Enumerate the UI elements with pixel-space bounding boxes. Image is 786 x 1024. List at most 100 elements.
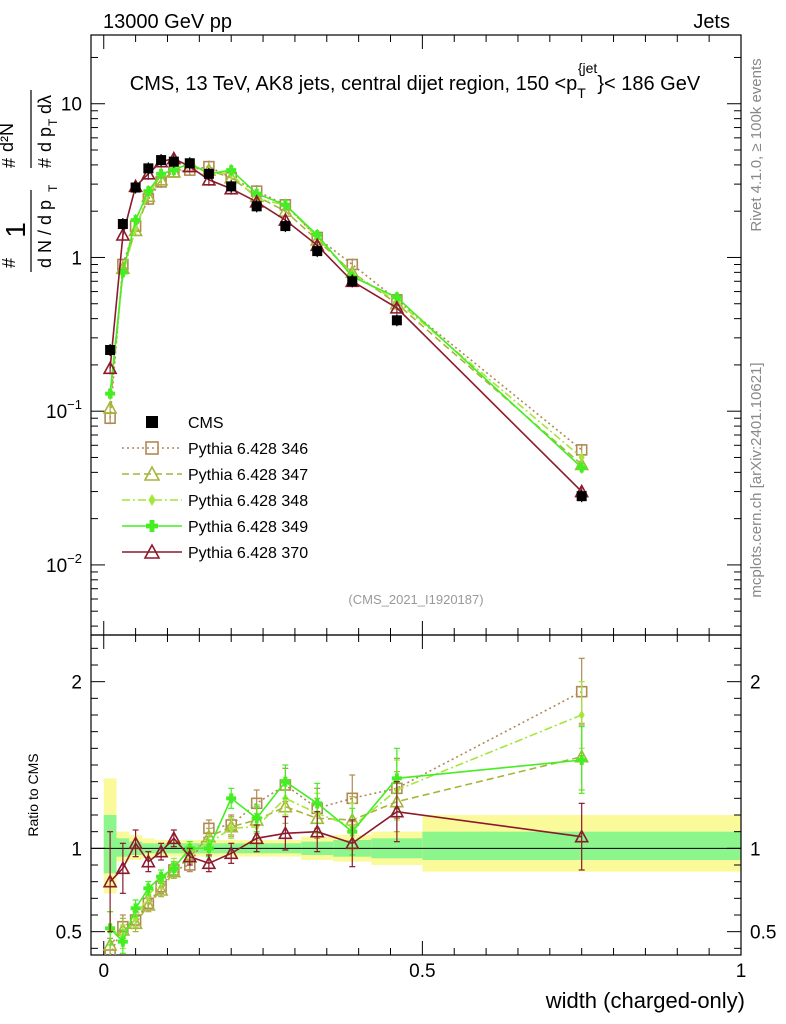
main-point-CMS [391, 315, 402, 326]
legend: CMS Pythia 6.428 346 Pythia 6.428 347 Pythi… [122, 415, 308, 562]
main-point-p349-v [171, 165, 176, 176]
ratio-point-p349-v [206, 843, 211, 854]
ratio-point-p370 [223, 845, 239, 860]
ratio-xtick-label: 0 [98, 961, 109, 982]
legend-marker-CMS [146, 416, 158, 428]
ratio-ytick-label-right: 2 [750, 673, 761, 694]
main-point-CMS [203, 168, 214, 179]
ratio-point-p349-v [120, 936, 125, 947]
main-ylabel: # 1 d N / d p T # d²N # d p T dλ [0, 90, 60, 272]
header-jets: Jets [693, 11, 730, 33]
series-line-p348 [109, 164, 583, 459]
main-title: CMS, 13 TeV, AK8 jets, central dijet reg… [130, 60, 701, 101]
ratio-point-p347 [141, 897, 156, 911]
main-series-group [102, 150, 590, 503]
ratio-xtick-label: 0.5 [409, 961, 435, 982]
series-CMS [105, 154, 587, 503]
ylabel-hash-2: # [0, 158, 19, 168]
main-title-sub: T [577, 85, 586, 101]
main-point-p347 [153, 172, 169, 186]
main-point-CMS [130, 182, 141, 193]
ratio-point-p370 [389, 803, 405, 818]
ratio-point-p370 [128, 835, 143, 850]
ratio-point-p349-v [283, 776, 288, 787]
rivet-version-note: Rivet 4.1.0, ≥ 100k events [748, 58, 765, 231]
ratio-axis-ticks: 0.5 0.51 12 20 0.5 1 [56, 635, 776, 982]
legend-label-p349: Pythia 6.428 349 [188, 519, 308, 536]
main-point-p347 [141, 188, 156, 203]
main-point-CMS [347, 276, 358, 287]
ratio-point-p370 [309, 823, 325, 838]
main-point-CMS [312, 246, 323, 257]
series-p348 [107, 158, 585, 464]
legend-label-p347: Pythia 6.428 347 [188, 467, 308, 484]
ratio-ytick-label-left: 0.5 [56, 923, 82, 944]
main-point-p349-v [283, 199, 288, 210]
ratio-point-p370 [574, 828, 590, 843]
header-energy: 13000 GeV pp [103, 11, 232, 33]
ratio-point-p349-v [229, 793, 234, 804]
ratio-point-p370 [201, 855, 217, 870]
ratio-ytick-label-left: 1 [71, 839, 82, 860]
main-point-p349-v [394, 292, 399, 303]
mcplots-credit: mcplots.cern.ch [arXiv:2401.10621] [748, 362, 765, 597]
main-title-pre: CMS, 13 TeV, AK8 jets, central dijet reg… [130, 73, 578, 95]
ratio-point-p370 [166, 830, 182, 845]
series-line-p347 [109, 165, 583, 466]
ylabel-T-1: T [46, 184, 60, 192]
ratio-point-p370 [344, 835, 360, 850]
main-title-sup: {jet [578, 60, 598, 76]
ylabel-one: 1 [0, 222, 31, 238]
ratio-point-p349-v [159, 871, 164, 882]
ratio-point-p349-v [315, 798, 320, 809]
legend-marker-p347 [143, 465, 161, 481]
ratio-uncertainty-bands [91, 778, 741, 894]
ylabel-T-2: T [46, 118, 60, 126]
legend-marker-p346 [145, 441, 159, 455]
main-title-post: }< 186 GeV [597, 73, 701, 95]
ratio-point-p370 [141, 853, 156, 868]
legend-marker-p349-v [149, 520, 155, 532]
main-point-p349-v [146, 186, 151, 197]
ylabel-hash-1: # [0, 258, 19, 268]
main-point-CMS [105, 345, 116, 356]
legend-label-p348: Pythia 6.428 348 [188, 493, 308, 510]
ratio-point-p349-v [579, 755, 584, 765]
main-point-p370 [389, 300, 405, 314]
ratio-ytick-label-left: 2 [71, 673, 82, 694]
main-point-CMS [143, 163, 154, 174]
series-line-p346 [109, 165, 583, 451]
ratio-point-p370 [278, 825, 293, 840]
main-point-p349-v [315, 230, 320, 240]
main-point-CMS [168, 156, 179, 167]
legend-label-p370: Pythia 6.428 370 [188, 545, 308, 562]
ratio-point-p347 [153, 882, 169, 896]
ylabel-d2N: d²N [0, 123, 17, 152]
legend-marker-p348 [148, 494, 156, 506]
series-p349 [105, 157, 587, 474]
ratio-point-p349-v [133, 903, 138, 914]
main-point-p349-v [120, 267, 125, 278]
ratio-panel-frame [90, 634, 742, 956]
ratio-xtick-label: 1 [736, 961, 747, 982]
main-point-p347 [102, 400, 118, 414]
main-ytick-label: 10 [61, 95, 82, 116]
ylabel-dpT: d p [35, 127, 55, 152]
ratio-series-p370 [102, 781, 590, 933]
series-p346 [104, 160, 588, 456]
main-point-CMS [251, 201, 262, 212]
ratio-series-clipped [102, 657, 590, 955]
main-point-p349-v [108, 388, 113, 399]
ratio-point-p349-v [171, 863, 176, 874]
legend-label-p346: Pythia 6.428 346 [188, 441, 308, 458]
ratio-point-p370 [182, 848, 198, 863]
ratio-series-group [102, 657, 590, 955]
series-line-p370 [109, 157, 583, 493]
ratio-point-p348 [228, 823, 235, 834]
main-point-CMS [226, 181, 237, 192]
main-point-p370 [115, 227, 131, 241]
ratio-ytick-label-right: 1 [750, 839, 761, 860]
main-ytick-label: 10−2 [46, 551, 82, 577]
main-axis-ticks: 10−2 10−1 1 10 [46, 35, 742, 635]
